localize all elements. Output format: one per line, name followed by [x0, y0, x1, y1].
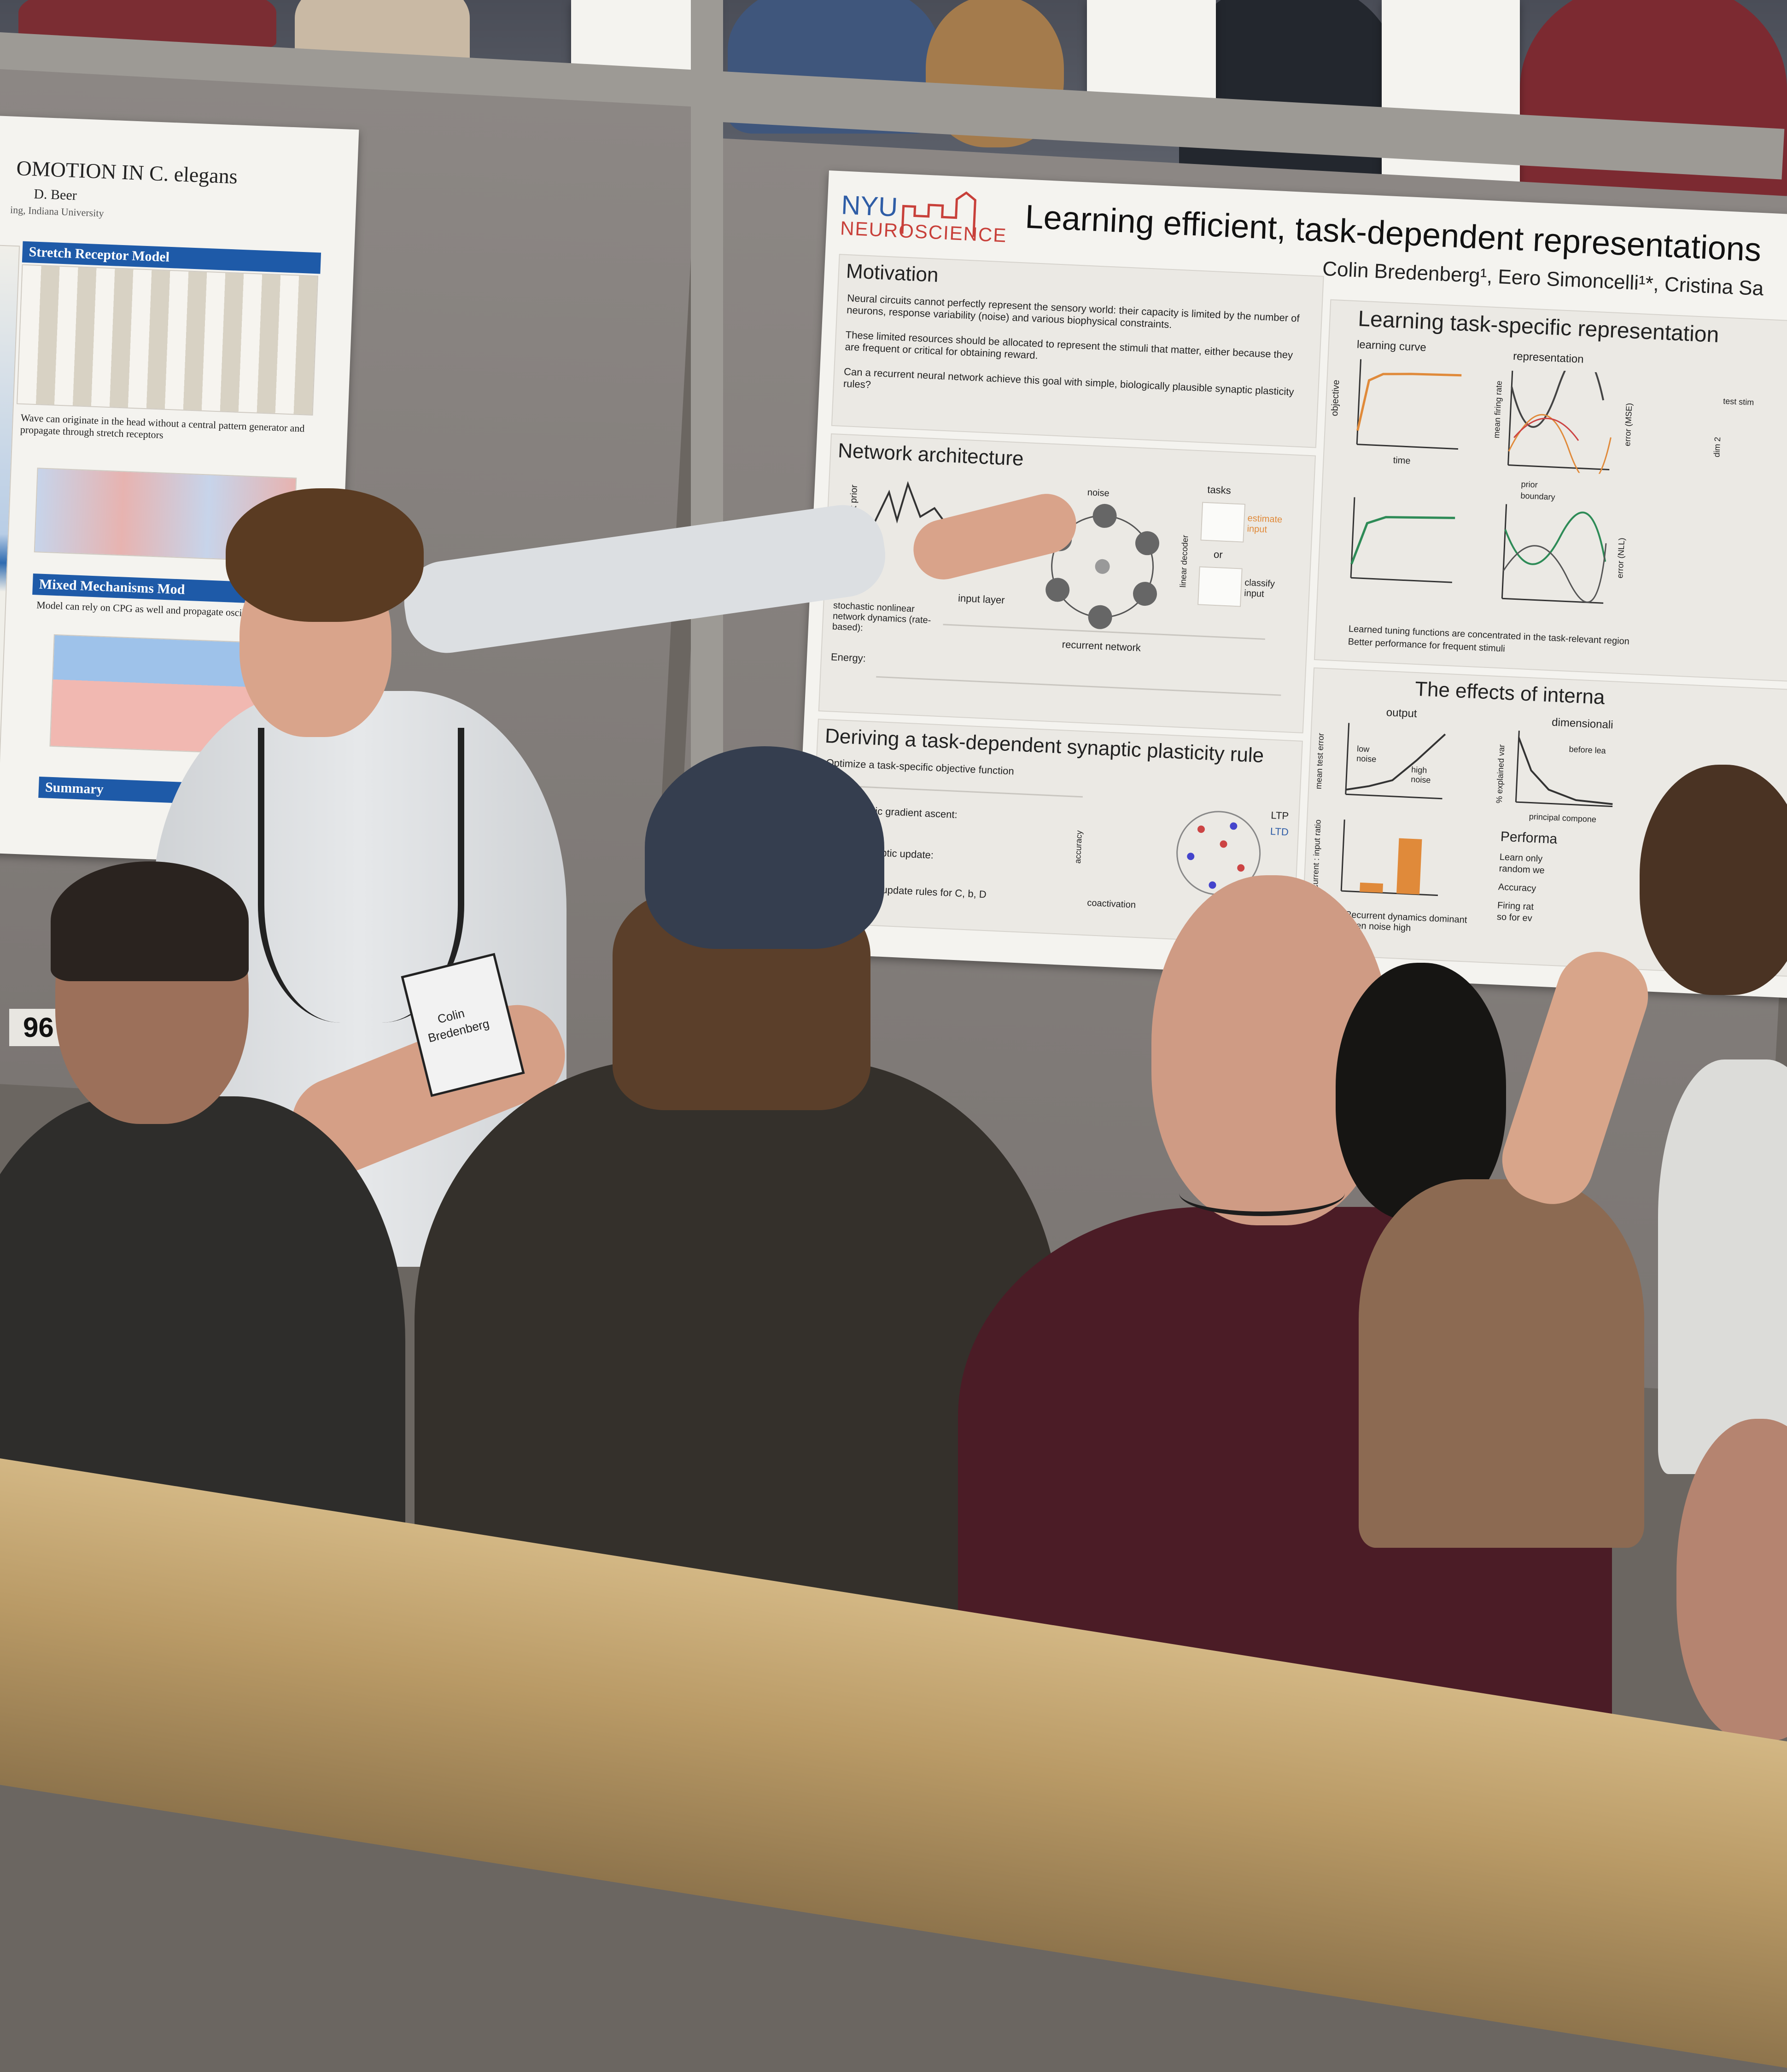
time-axis-label: time	[1393, 455, 1411, 466]
stretch-receptor-figure	[16, 264, 319, 416]
boundary-legend: boundary	[1520, 491, 1555, 502]
input-prior-plot	[855, 481, 953, 533]
performance-heading: Performa	[1500, 829, 1558, 847]
energy-label: Energy:	[830, 651, 866, 664]
before-learning-label: before lea	[1569, 744, 1606, 755]
recurrent-note: Recurrent dynamics dominant when noise h…	[1344, 909, 1467, 933]
high-noise-label: high noise	[1410, 765, 1431, 785]
left-poster-affiliation: ing, Indiana University	[10, 204, 104, 219]
classify-input-label: classify input	[1244, 577, 1275, 599]
linear-decoder-label: linear decoder	[1178, 534, 1190, 588]
tasks-label: tasks	[1207, 483, 1232, 497]
mean-test-error-label: mean test error	[1314, 732, 1326, 790]
mean-firing-rate-label: mean firing rate	[1492, 380, 1504, 439]
error-mse-label: error (MSE)	[1623, 403, 1634, 447]
objective-axis-label: objective	[1329, 379, 1342, 416]
ltd-label: LTD	[1270, 825, 1289, 838]
or-label: or	[1213, 548, 1223, 561]
classify-task-icon	[1197, 566, 1243, 607]
background-poster-2	[1087, 0, 1216, 101]
network-heading: Network architecture	[837, 439, 1024, 470]
equation-placeholder-2	[876, 676, 1281, 696]
left-poster-author: D. Beer	[33, 186, 77, 204]
motivation-bullet-1: Neural circuits cannot perfectly represe…	[846, 292, 1300, 331]
learning-curve-label: learning curve	[1356, 338, 1427, 354]
nyu-skyline-logo-icon	[901, 191, 976, 237]
effects-heading: The effects of interna	[1414, 677, 1606, 709]
deriving-line-1: Optimize a task-specific objective funct…	[826, 757, 1015, 777]
audience-right-person-head	[1640, 765, 1787, 995]
poster-title: Learning efficient, task-dependent repre…	[1024, 198, 1762, 269]
estimate-input-label: estimate input	[1247, 513, 1283, 535]
classify-learning-curve-plot	[1350, 497, 1455, 583]
left-poster-title: OMOTION IN C. elegans	[16, 156, 238, 188]
estimate-task-icon	[1200, 502, 1246, 543]
dimensionality-label: dimensionali	[1551, 716, 1614, 732]
accuracy-label: accuracy	[1073, 830, 1084, 864]
audience-right-person-body	[1658, 1059, 1787, 1474]
left-sidebar-figures	[0, 244, 20, 823]
explained-var-label: % explained var	[1494, 744, 1507, 804]
principal-components-label: principal compone	[1529, 812, 1597, 825]
test-stim-label: test stim	[1723, 396, 1754, 407]
audience-woman-body	[1359, 1179, 1644, 1548]
audience-cap	[645, 746, 884, 949]
learning-curve-plot	[1356, 359, 1462, 450]
learning-panel: Learning task-specific representation le…	[1314, 299, 1787, 684]
recurrent-ratio-bar-chart	[1340, 819, 1438, 896]
main-poster: NYU NEUROSCIENCE Learning efficient, tas…	[793, 170, 1787, 1000]
low-noise-label: low noise	[1356, 744, 1377, 764]
network-architecture-panel: Network architecture input prior noise t…	[818, 433, 1316, 733]
motivation-bullet-2: These limited resources should be alloca…	[845, 329, 1293, 361]
output-label: output	[1386, 706, 1418, 720]
audience-dark-hair-woman-head	[1336, 963, 1506, 1221]
motivation-panel: Motivation Neural circuits cannot perfec…	[831, 254, 1324, 448]
classify-representation-plot	[1501, 504, 1607, 604]
ltp-label: LTP	[1270, 809, 1289, 822]
dynamics-label: stochastic nonlinear network dynamics (r…	[832, 600, 931, 633]
dimensionality-plot	[1515, 731, 1613, 808]
perf-bullet-1: Learn only	[1499, 852, 1543, 864]
effects-panel: The effects of interna output dimensiona…	[1300, 667, 1787, 978]
perf-bullet-5: so for ev	[1496, 912, 1533, 924]
representation-plot	[1507, 368, 1612, 474]
perf-bullet-3: Accuracy	[1498, 882, 1536, 894]
audience-left-man-hair	[51, 861, 249, 981]
input-layer-label: input layer	[958, 592, 1005, 606]
representation-label: representation	[1513, 350, 1584, 366]
prior-legend: prior	[1521, 479, 1538, 490]
recurrent-network-label: recurrent network	[1062, 638, 1141, 654]
motivation-heading: Motivation	[846, 259, 939, 287]
perf-bullet-2: random we	[1499, 863, 1545, 876]
output-noise-plot	[1345, 723, 1446, 800]
perf-bullet-4: Firing rat	[1497, 900, 1534, 913]
error-nll-label: error (NLL)	[1615, 537, 1627, 579]
stretch-caption: Wave can originate in the head without a…	[20, 411, 305, 441]
coactivation-label: coactivation	[1086, 898, 1136, 910]
presenter-hair	[226, 488, 424, 622]
motivation-bullet-3: Can a recurrent neural network achieve t…	[843, 365, 1295, 398]
necklace-cord	[1179, 1170, 1345, 1216]
dim2-label: dim 2	[1712, 437, 1723, 458]
